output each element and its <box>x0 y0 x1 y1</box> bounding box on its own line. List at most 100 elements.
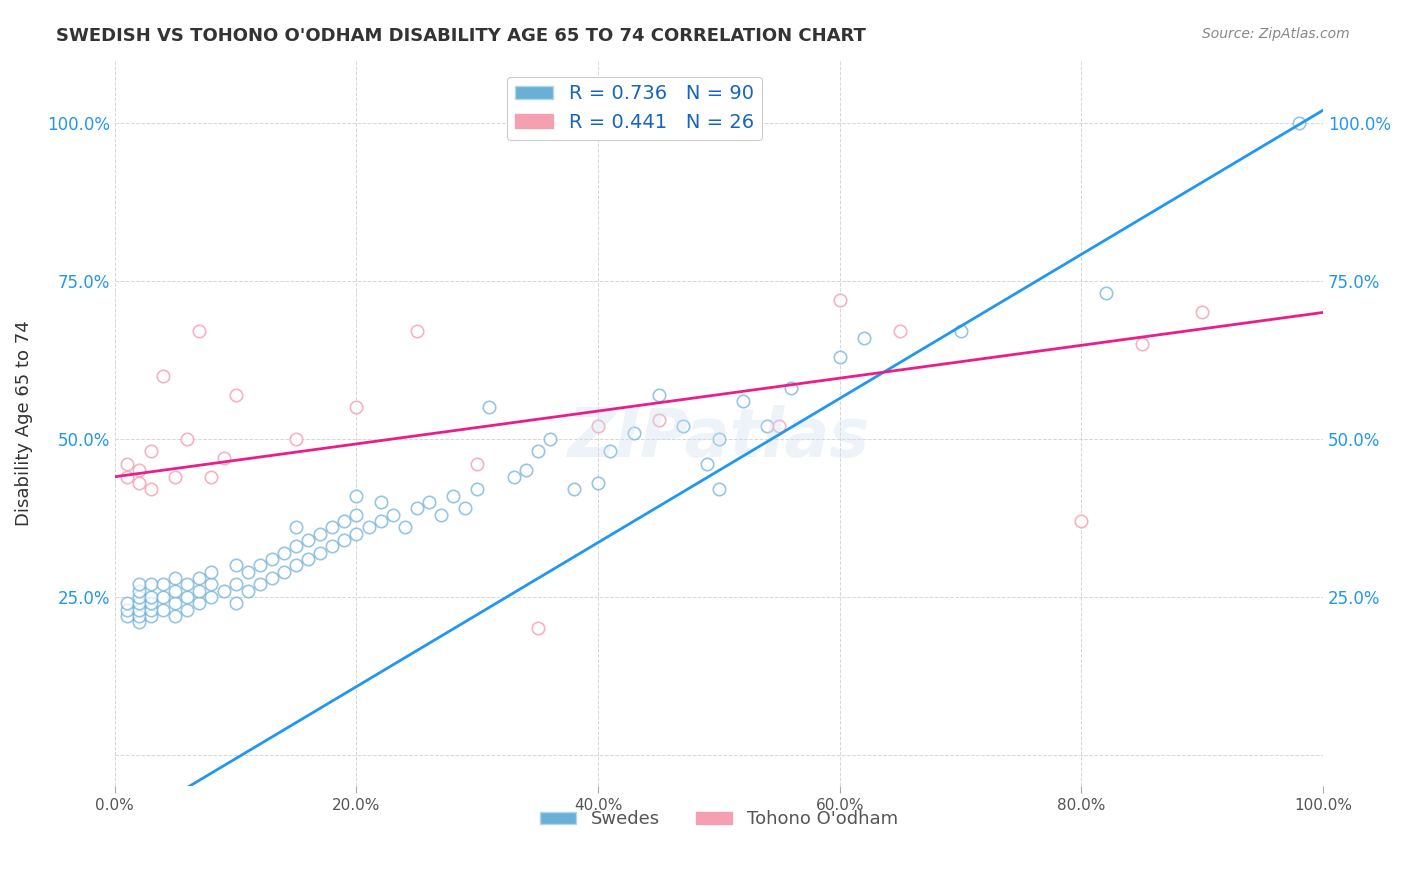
Point <box>128 463 150 477</box>
Point <box>949 325 972 339</box>
Point <box>236 583 259 598</box>
Point <box>176 432 198 446</box>
Point <box>212 450 235 465</box>
Point <box>647 413 669 427</box>
Point <box>1288 116 1310 130</box>
Point <box>115 596 138 610</box>
Point <box>139 444 162 458</box>
Point <box>346 489 368 503</box>
Point <box>200 469 222 483</box>
Point <box>115 469 138 483</box>
Point <box>309 526 332 541</box>
Point <box>128 615 150 629</box>
Point <box>128 608 150 623</box>
Point <box>128 596 150 610</box>
Point <box>333 514 356 528</box>
Point <box>756 419 779 434</box>
Point <box>515 463 537 477</box>
Point <box>346 508 368 522</box>
Point <box>285 432 308 446</box>
Point <box>394 520 416 534</box>
Point <box>346 526 368 541</box>
Point <box>200 577 222 591</box>
Point <box>165 571 187 585</box>
Y-axis label: Disability Age 65 to 74: Disability Age 65 to 74 <box>15 320 32 526</box>
Point <box>852 331 875 345</box>
Text: Source: ZipAtlas.com: Source: ZipAtlas.com <box>1202 27 1350 41</box>
Point <box>465 457 488 471</box>
Point <box>430 508 453 522</box>
Point <box>225 577 247 591</box>
Point <box>538 432 561 446</box>
Point <box>370 514 392 528</box>
Point <box>188 325 211 339</box>
Point <box>465 483 488 497</box>
Text: SWEDISH VS TOHONO O'ODHAM DISABILITY AGE 65 TO 74 CORRELATION CHART: SWEDISH VS TOHONO O'ODHAM DISABILITY AGE… <box>56 27 866 45</box>
Point <box>115 602 138 616</box>
Point <box>128 476 150 491</box>
Point <box>441 489 464 503</box>
Point <box>733 393 755 408</box>
Point <box>828 350 851 364</box>
Point <box>405 325 427 339</box>
Point <box>128 590 150 604</box>
Point <box>696 457 718 471</box>
Point <box>586 419 609 434</box>
Point <box>768 419 790 434</box>
Point <box>249 577 271 591</box>
Point <box>165 608 187 623</box>
Point <box>176 602 198 616</box>
Point <box>285 520 308 534</box>
Point <box>225 387 247 401</box>
Point <box>1130 337 1153 351</box>
Point <box>188 571 211 585</box>
Point <box>188 596 211 610</box>
Point <box>139 590 162 604</box>
Point <box>297 533 319 547</box>
Point <box>139 483 162 497</box>
Point <box>1094 286 1116 301</box>
Point <box>297 552 319 566</box>
Point <box>152 577 174 591</box>
Point <box>165 596 187 610</box>
Point <box>1070 514 1092 528</box>
Point <box>828 293 851 307</box>
Point <box>478 401 501 415</box>
Point <box>321 520 343 534</box>
Point <box>260 571 283 585</box>
Point <box>200 565 222 579</box>
Point <box>405 501 427 516</box>
Point <box>562 483 585 497</box>
Point <box>212 583 235 598</box>
Point <box>285 558 308 573</box>
Point <box>128 602 150 616</box>
Point <box>502 469 524 483</box>
Point <box>152 602 174 616</box>
Point <box>370 495 392 509</box>
Point <box>200 590 222 604</box>
Point <box>249 558 271 573</box>
Point <box>128 583 150 598</box>
Point <box>236 565 259 579</box>
Point <box>128 577 150 591</box>
Point <box>139 577 162 591</box>
Point <box>165 583 187 598</box>
Point <box>139 608 162 623</box>
Point <box>623 425 645 440</box>
Point <box>152 368 174 383</box>
Point <box>672 419 695 434</box>
Point <box>152 590 174 604</box>
Point <box>586 476 609 491</box>
Point <box>707 483 730 497</box>
Point <box>381 508 404 522</box>
Legend: Swedes, Tohono O'odham: Swedes, Tohono O'odham <box>533 803 905 836</box>
Point <box>1191 305 1213 319</box>
Point <box>647 387 669 401</box>
Point <box>346 401 368 415</box>
Point <box>889 325 911 339</box>
Point <box>780 381 803 395</box>
Point <box>285 539 308 553</box>
Point <box>707 432 730 446</box>
Point <box>599 444 621 458</box>
Point <box>165 469 187 483</box>
